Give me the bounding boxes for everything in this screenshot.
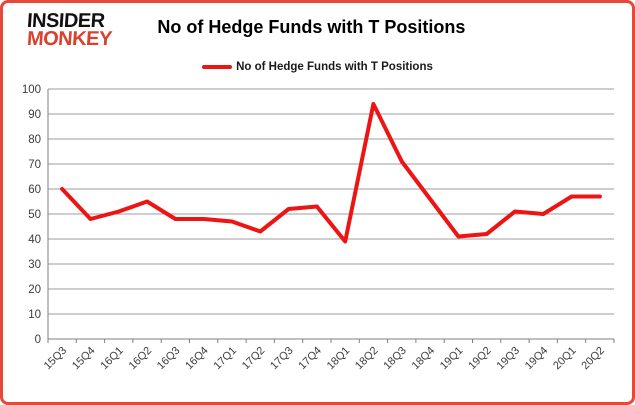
legend-label: No of Hedge Funds with T Positions: [236, 61, 433, 73]
x-tick-label: 17Q2: [240, 345, 268, 373]
data-series-line: [60, 102, 602, 244]
x-tick-label: 16Q4: [183, 345, 211, 373]
y-tick-label: 20: [28, 284, 41, 296]
y-tick-label: 60: [28, 184, 41, 196]
x-tick-label: 19Q3: [495, 345, 523, 373]
insider-monkey-logo: INSIDER MONKEY: [26, 10, 113, 50]
y-tick-label: 30: [28, 259, 41, 271]
x-tick-label: 15Q3: [42, 345, 70, 373]
y-tick-label: 50: [28, 209, 41, 221]
chart-header: INSIDER MONKEY No of Hedge Funds with T …: [3, 3, 632, 55]
chart-legend: No of Hedge Funds with T Positions: [3, 57, 632, 77]
x-tick-label: 20Q1: [551, 345, 579, 373]
x-tick-label: 18Q3: [381, 345, 409, 373]
y-tick-label: 10: [28, 309, 41, 321]
x-tick-label: 18Q4: [410, 345, 438, 373]
x-tick-label: 18Q1: [325, 345, 353, 373]
x-tick-label: 20Q2: [579, 345, 607, 373]
y-tick-label: 90: [28, 109, 41, 121]
x-tick-label: 17Q3: [268, 345, 296, 373]
y-tick-label: 80: [28, 134, 41, 146]
x-tick-label: 19Q1: [438, 345, 466, 373]
logo-text-monkey: MONKEY: [26, 28, 113, 50]
x-tick-label: 19Q4: [523, 345, 551, 373]
chart-title: No of Hedge Funds with T Positions: [157, 17, 466, 37]
x-tick-label: 16Q1: [98, 345, 126, 373]
x-tick-label: 16Q3: [155, 345, 183, 373]
y-tick-label: 40: [28, 234, 41, 246]
y-tick-label: 100: [22, 84, 41, 96]
legend-line-swatch: [202, 65, 233, 69]
x-tick-label: 19Q2: [466, 345, 494, 373]
x-tick-label: 15Q4: [70, 345, 98, 373]
y-tick-label: 70: [28, 159, 41, 171]
x-tick-label: 18Q2: [353, 345, 381, 373]
x-tick-label: 16Q2: [127, 345, 155, 373]
y-tick-label: 0: [35, 334, 41, 346]
x-tick-label: 17Q1: [212, 345, 240, 373]
x-tick-label: 17Q4: [296, 345, 324, 373]
